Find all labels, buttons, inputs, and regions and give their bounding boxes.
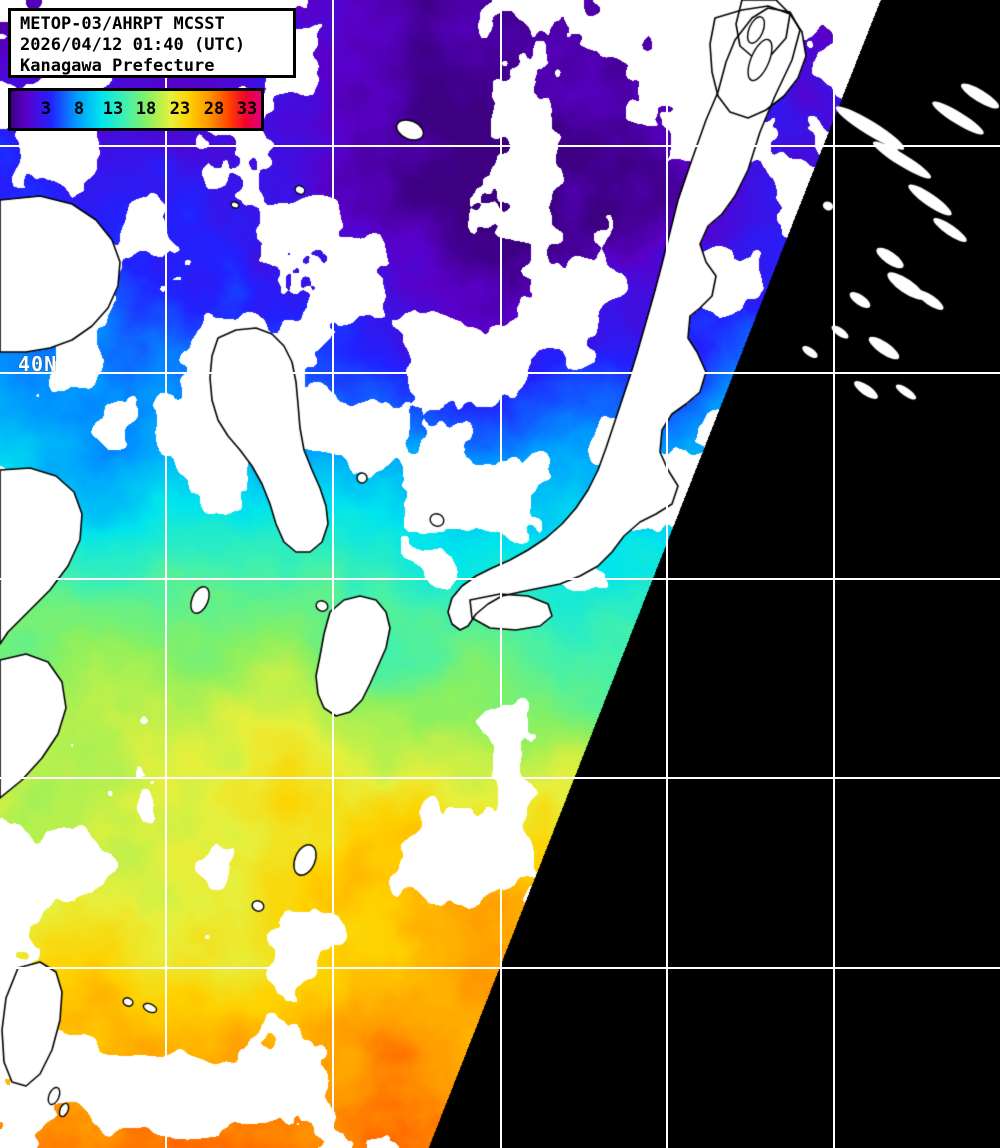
header-line-satellite: METOP-03/AHRPT MCSST [20, 14, 225, 34]
temperature-colorbar: 3 8 13 18 23 28 33 [8, 88, 264, 131]
header-info-box: METOP-03/AHRPT MCSST 2026/04/12 01:40 (U… [8, 8, 296, 78]
colorbar-gradient [11, 91, 261, 128]
header-line-station: Kanagawa Prefecture [20, 56, 215, 76]
header-line-datetime: 2026/04/12 01:40 (UTC) [20, 35, 246, 55]
